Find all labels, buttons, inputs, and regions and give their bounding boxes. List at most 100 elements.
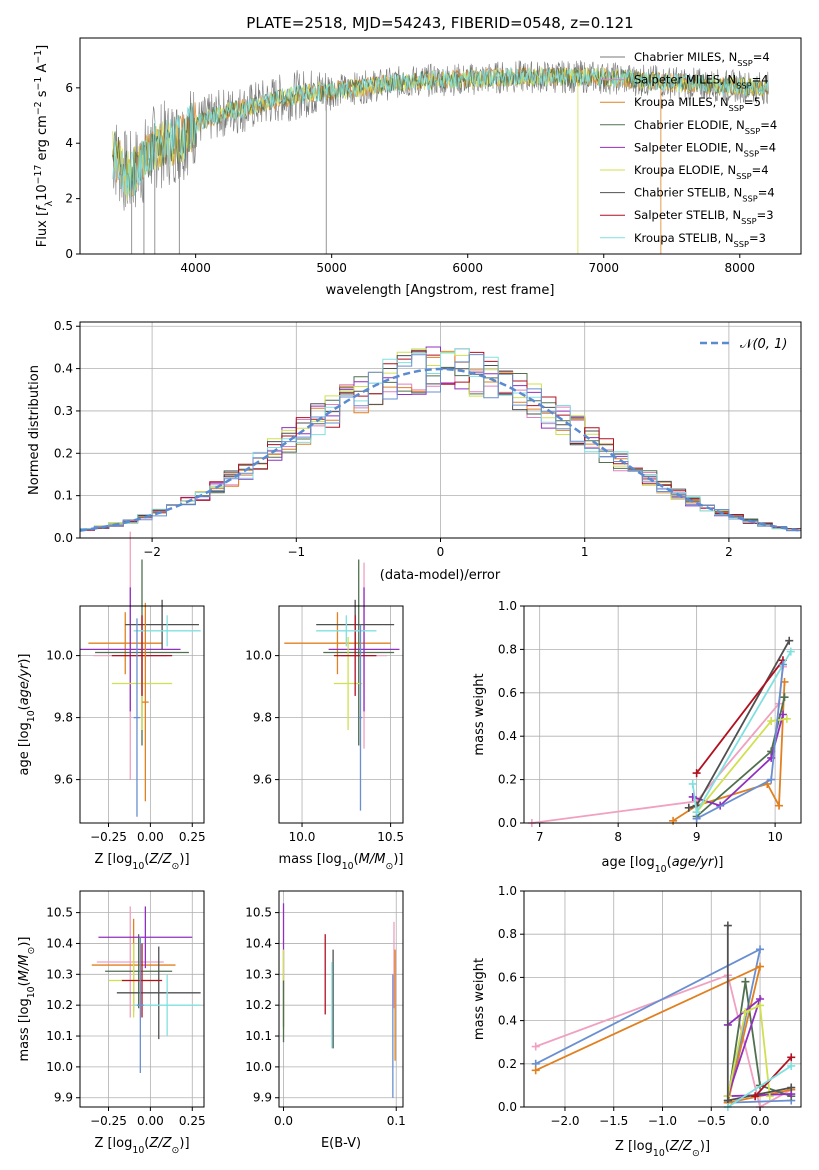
residuals-ytick-label: 0.0: [54, 531, 73, 545]
massweight-vs-age-marker: [785, 636, 794, 645]
massweight-vs-age-ytick-label: 0.2: [498, 773, 517, 787]
massweight-vs-age-xtick-label: 8: [614, 830, 622, 844]
massweight-vs-Z-frame: [523, 890, 802, 1108]
mass-vs-ebv-xtick-label: 0.1: [387, 1114, 406, 1128]
massweight-vs-age-frame: [523, 605, 802, 824]
residuals-ytick-label: 0.5: [54, 319, 73, 333]
massweight-vs-age-marker: [692, 769, 701, 778]
residuals-xtick-label: −1: [287, 545, 305, 559]
spectrum-ytick-label: 2: [65, 192, 73, 206]
age-vs-Z-frame: [79, 605, 205, 824]
massweight-vs-age-marker: [778, 710, 787, 719]
mass-vs-ebv-ytick-label: 10.1: [245, 1029, 272, 1043]
massweight-vs-Z-marker: [787, 1061, 796, 1070]
spectrum-legend-label: Chabrier STELIB, NSSP=4: [634, 186, 775, 204]
age-vs-mass-frame: [278, 605, 404, 824]
spectrum-legend-label: Salpeter MILES, NSSP=4: [634, 73, 769, 91]
massweight-vs-Z-ytick-label: 0.0: [498, 1100, 517, 1114]
mass-vs-ebv-ytick-label: 10.4: [245, 936, 272, 950]
residuals-ytick-label: 0.1: [54, 489, 73, 503]
age-vs-Z-ytick-label: 10.0: [46, 649, 73, 663]
mass-vs-Z-xtick-label: −0.25: [90, 1114, 127, 1128]
mass-vs-ebv-ytick-label: 9.9: [253, 1091, 272, 1105]
mass-vs-Z-ytick-label: 9.9: [54, 1091, 73, 1105]
spectrum-ytick-label: 6: [65, 81, 73, 95]
mass-vs-ebv-ytick-label: 10.3: [245, 967, 272, 981]
residuals-histogram: [80, 348, 801, 531]
massweight-vs-Z-ytick-label: 1.0: [498, 884, 517, 898]
massweight-vs-age-marker: [767, 717, 776, 726]
mass-vs-Z-ytick-label: 10.4: [46, 936, 73, 950]
massweight-vs-age-ytick-label: 0.8: [498, 642, 517, 656]
massweight-vs-age-marker: [786, 647, 795, 656]
massweight-vs-Z-marker: [751, 1092, 760, 1101]
text-layer: 4000 5000 6000 7000 8000 0 2 4 6 wavelength [Angs…: [17, 45, 787, 1159]
spectrum-ylabel: Flux [fλ10−17 erg cm−2 s−1 A−1]: [33, 45, 55, 247]
spectrum-xtick-label: 4000: [180, 261, 211, 275]
age-vs-Z-xtick-label: −0.25: [90, 830, 127, 844]
residuals-legend-label: 𝒩(0, 1): [740, 337, 787, 352]
massweight-vs-Z-series-line: [535, 974, 792, 1109]
spectrum-xtick-label: 6000: [452, 261, 483, 275]
massweight-vs-age-ytick-label: 0.6: [498, 686, 517, 700]
age-vs-mass-ytick-label: 9.6: [253, 773, 272, 787]
massweight-vs-Z-marker: [787, 1053, 796, 1062]
age-vs-mass-xtick-label: 10.0: [289, 830, 316, 844]
massweight-vs-Z-marker: [765, 1092, 774, 1101]
mass-vs-Z-ytick-label: 10.5: [46, 906, 73, 920]
residuals-ytick-label: 0.2: [54, 446, 73, 460]
massweight-vs-age-ytick-label: 0.0: [498, 816, 517, 830]
massweight-vs-age-xtick-label: 10: [767, 830, 782, 844]
massweight-vs-Z-marker: [723, 921, 732, 930]
mass-vs-Z-xtick-label: 0.25: [179, 1114, 206, 1128]
massweight-vs-age-ytick-label: 1.0: [498, 599, 517, 613]
age-vs-mass-xtick-label: 10.5: [377, 830, 404, 844]
massweight-vs-Z-xlabel: Z [log10(Z/Z⊙)]: [615, 1139, 710, 1159]
spectrum-legend-label: Chabrier ELODIE, NSSP=4: [634, 118, 777, 136]
residuals-ytick-label: 0.3: [54, 404, 73, 418]
massweight-vs-age-marker: [782, 714, 791, 723]
massweight-vs-age-xlabel: age [log10(age/yr)]: [601, 855, 723, 875]
massweight-vs-age-ytick-label: 0.4: [498, 729, 517, 743]
massweight-vs-Z-ytick-label: 0.4: [498, 1014, 517, 1028]
massweight-vs-age-xtick-label: 9: [693, 830, 701, 844]
mass-vs-ebv-xtick-label: 0.0: [274, 1114, 293, 1128]
spectrum-legend-label: Kroupa ELODIE, NSSP=4: [634, 163, 769, 181]
massweight-vs-Z-marker: [756, 945, 765, 954]
massweight-vs-age-marker: [692, 814, 701, 823]
age-vs-Z-ytick-label: 9.8: [54, 711, 73, 725]
massweight-vs-Z-series-line: [727, 1065, 792, 1108]
massweight-vs-Z-xtick-label: −1.0: [648, 1114, 677, 1128]
mass-vs-Z-ytick-label: 10.2: [46, 998, 73, 1012]
spectrum-legend-label: Kroupa MILES, NSSP=5: [634, 95, 761, 113]
spectrum-legend-label: Salpeter ELODIE, NSSP=4: [634, 140, 776, 158]
massweight-vs-Z-marker: [756, 1001, 765, 1010]
massweight-vs-age-marker: [775, 801, 784, 810]
massweight-vs-Z-marker: [531, 1042, 540, 1051]
mass-vs-Z-xtick-label: 0.00: [137, 1114, 164, 1128]
age-vs-Z-ytick-label: 9.6: [54, 773, 73, 787]
spectrum-ytick-label: 0: [65, 247, 73, 261]
spectrum-xtick-label: 8000: [725, 261, 756, 275]
age-vs-mass-ytick-label: 10.0: [245, 649, 272, 663]
residuals-ytick-label: 0.4: [54, 362, 73, 376]
massweight-vs-age-xtick-label: 7: [536, 830, 544, 844]
spectrum-ytick-label: 4: [65, 136, 73, 150]
massweight-vs-Z-xtick-label: 0.0: [750, 1114, 769, 1128]
residuals-xtick-label: −2: [143, 545, 161, 559]
massweight-vs-Z-ytick-label: 0.2: [498, 1057, 517, 1071]
axes-layer: [76, 37, 802, 1111]
age-vs-Z-xtick-label: 0.25: [179, 830, 206, 844]
massweight-vs-Z-series-line: [535, 965, 792, 1104]
spectrum-model-line: [112, 66, 769, 199]
residuals-frame: [79, 321, 802, 539]
massweight-vs-Z-ytick-label: 0.8: [498, 927, 517, 941]
mass-vs-ebv-ytick-label: 10.5: [245, 906, 272, 920]
massweight-vs-Z-marker: [787, 1083, 796, 1092]
massweight-vs-Z-xtick-label: −1.5: [599, 1114, 628, 1128]
spectrum-legend-label: Kroupa STELIB, NSSP=3: [634, 231, 766, 249]
mass-vs-ebv-xlabel: E(B-V): [321, 1136, 361, 1151]
residuals-xtick-label: 2: [725, 545, 733, 559]
massweight-vs-age-series-line: [695, 659, 784, 774]
